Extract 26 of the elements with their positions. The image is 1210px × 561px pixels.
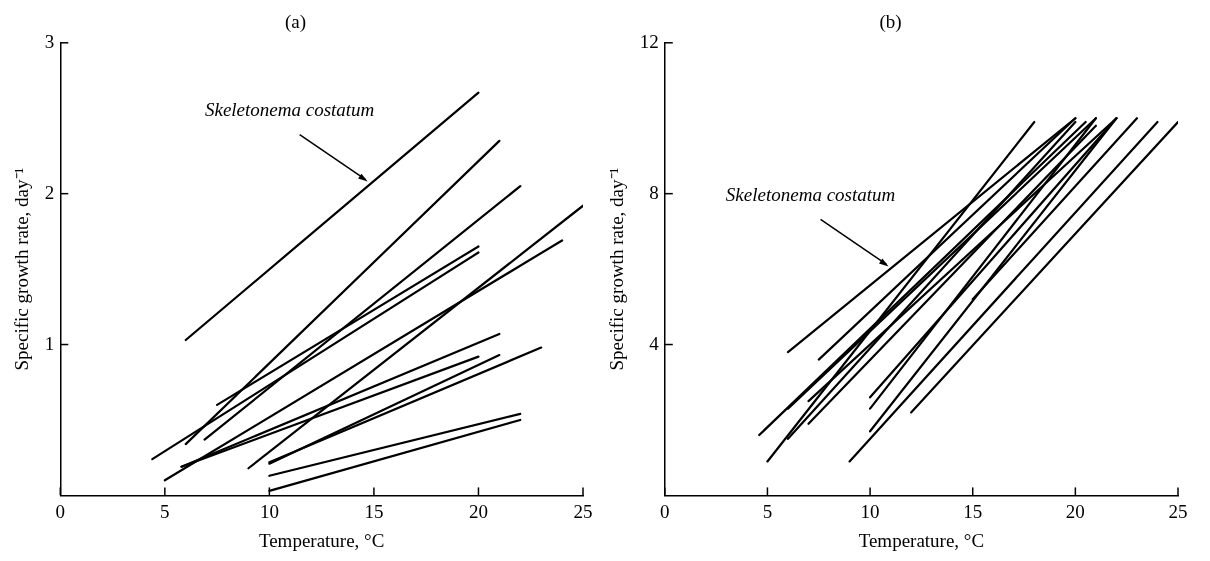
x-tick-label: 5 xyxy=(160,500,170,522)
x-tick-label: 20 xyxy=(468,500,488,522)
y-tick-label: 3 xyxy=(44,30,55,52)
y-tick-label: 1 xyxy=(44,332,55,354)
y-axis-title: Specific growth rate, day⁻¹ xyxy=(606,167,628,371)
x-tick-label: 10 xyxy=(860,500,880,522)
x-tick-label: 25 xyxy=(1168,500,1188,522)
y-tick-label: 8 xyxy=(649,181,659,203)
x-tick-label: 10 xyxy=(259,500,279,522)
chart-title: (b) xyxy=(879,11,902,34)
x-axis-title: Temperature, °C xyxy=(858,529,985,551)
x-tick-label: 15 xyxy=(963,500,983,522)
annotation: Skeletonema costatum xyxy=(204,99,375,121)
y-tick-label: 2 xyxy=(44,181,55,203)
x-tick-label: 20 xyxy=(1065,500,1085,522)
y-axis-title: Specific growth rate, day⁻¹ xyxy=(11,167,33,371)
y-tick-label: 4 xyxy=(649,332,660,354)
y-tick-label: 12 xyxy=(639,30,659,52)
chart-title: (a) xyxy=(284,11,307,34)
x-tick-label: 15 xyxy=(364,500,384,522)
x-tick-label: 5 xyxy=(762,500,773,522)
x-tick-label: 0 xyxy=(55,500,66,522)
x-tick-label: 25 xyxy=(573,500,593,522)
annotation: Skeletonema costatum xyxy=(725,183,896,205)
x-tick-label: 0 xyxy=(660,500,670,522)
x-axis-title: Temperature, °C xyxy=(258,529,385,551)
